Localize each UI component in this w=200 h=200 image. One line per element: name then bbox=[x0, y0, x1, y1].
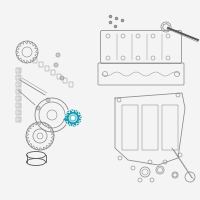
Bar bbox=[16, 89, 21, 94]
Bar bbox=[16, 96, 21, 101]
Bar bbox=[16, 82, 21, 87]
Bar bbox=[18, 118, 20, 121]
Bar bbox=[142, 105, 158, 150]
Bar bbox=[16, 75, 21, 80]
Bar bbox=[16, 103, 21, 108]
Bar bbox=[51, 70, 55, 75]
Bar bbox=[57, 74, 61, 79]
Bar bbox=[18, 76, 20, 79]
Bar bbox=[16, 110, 21, 115]
Bar bbox=[45, 66, 49, 71]
Bar bbox=[16, 117, 21, 122]
Circle shape bbox=[69, 114, 77, 122]
Bar bbox=[18, 104, 20, 107]
Bar bbox=[63, 78, 67, 83]
Bar bbox=[162, 105, 178, 150]
Bar bbox=[39, 62, 43, 67]
Bar bbox=[18, 97, 20, 100]
Bar bbox=[33, 58, 37, 63]
Bar bbox=[16, 68, 21, 73]
Bar bbox=[122, 105, 138, 150]
Bar bbox=[18, 111, 20, 114]
Bar bbox=[18, 90, 20, 93]
Circle shape bbox=[71, 116, 75, 120]
Bar bbox=[18, 83, 20, 86]
Circle shape bbox=[64, 109, 82, 127]
Bar bbox=[69, 82, 73, 87]
Bar bbox=[18, 69, 20, 72]
